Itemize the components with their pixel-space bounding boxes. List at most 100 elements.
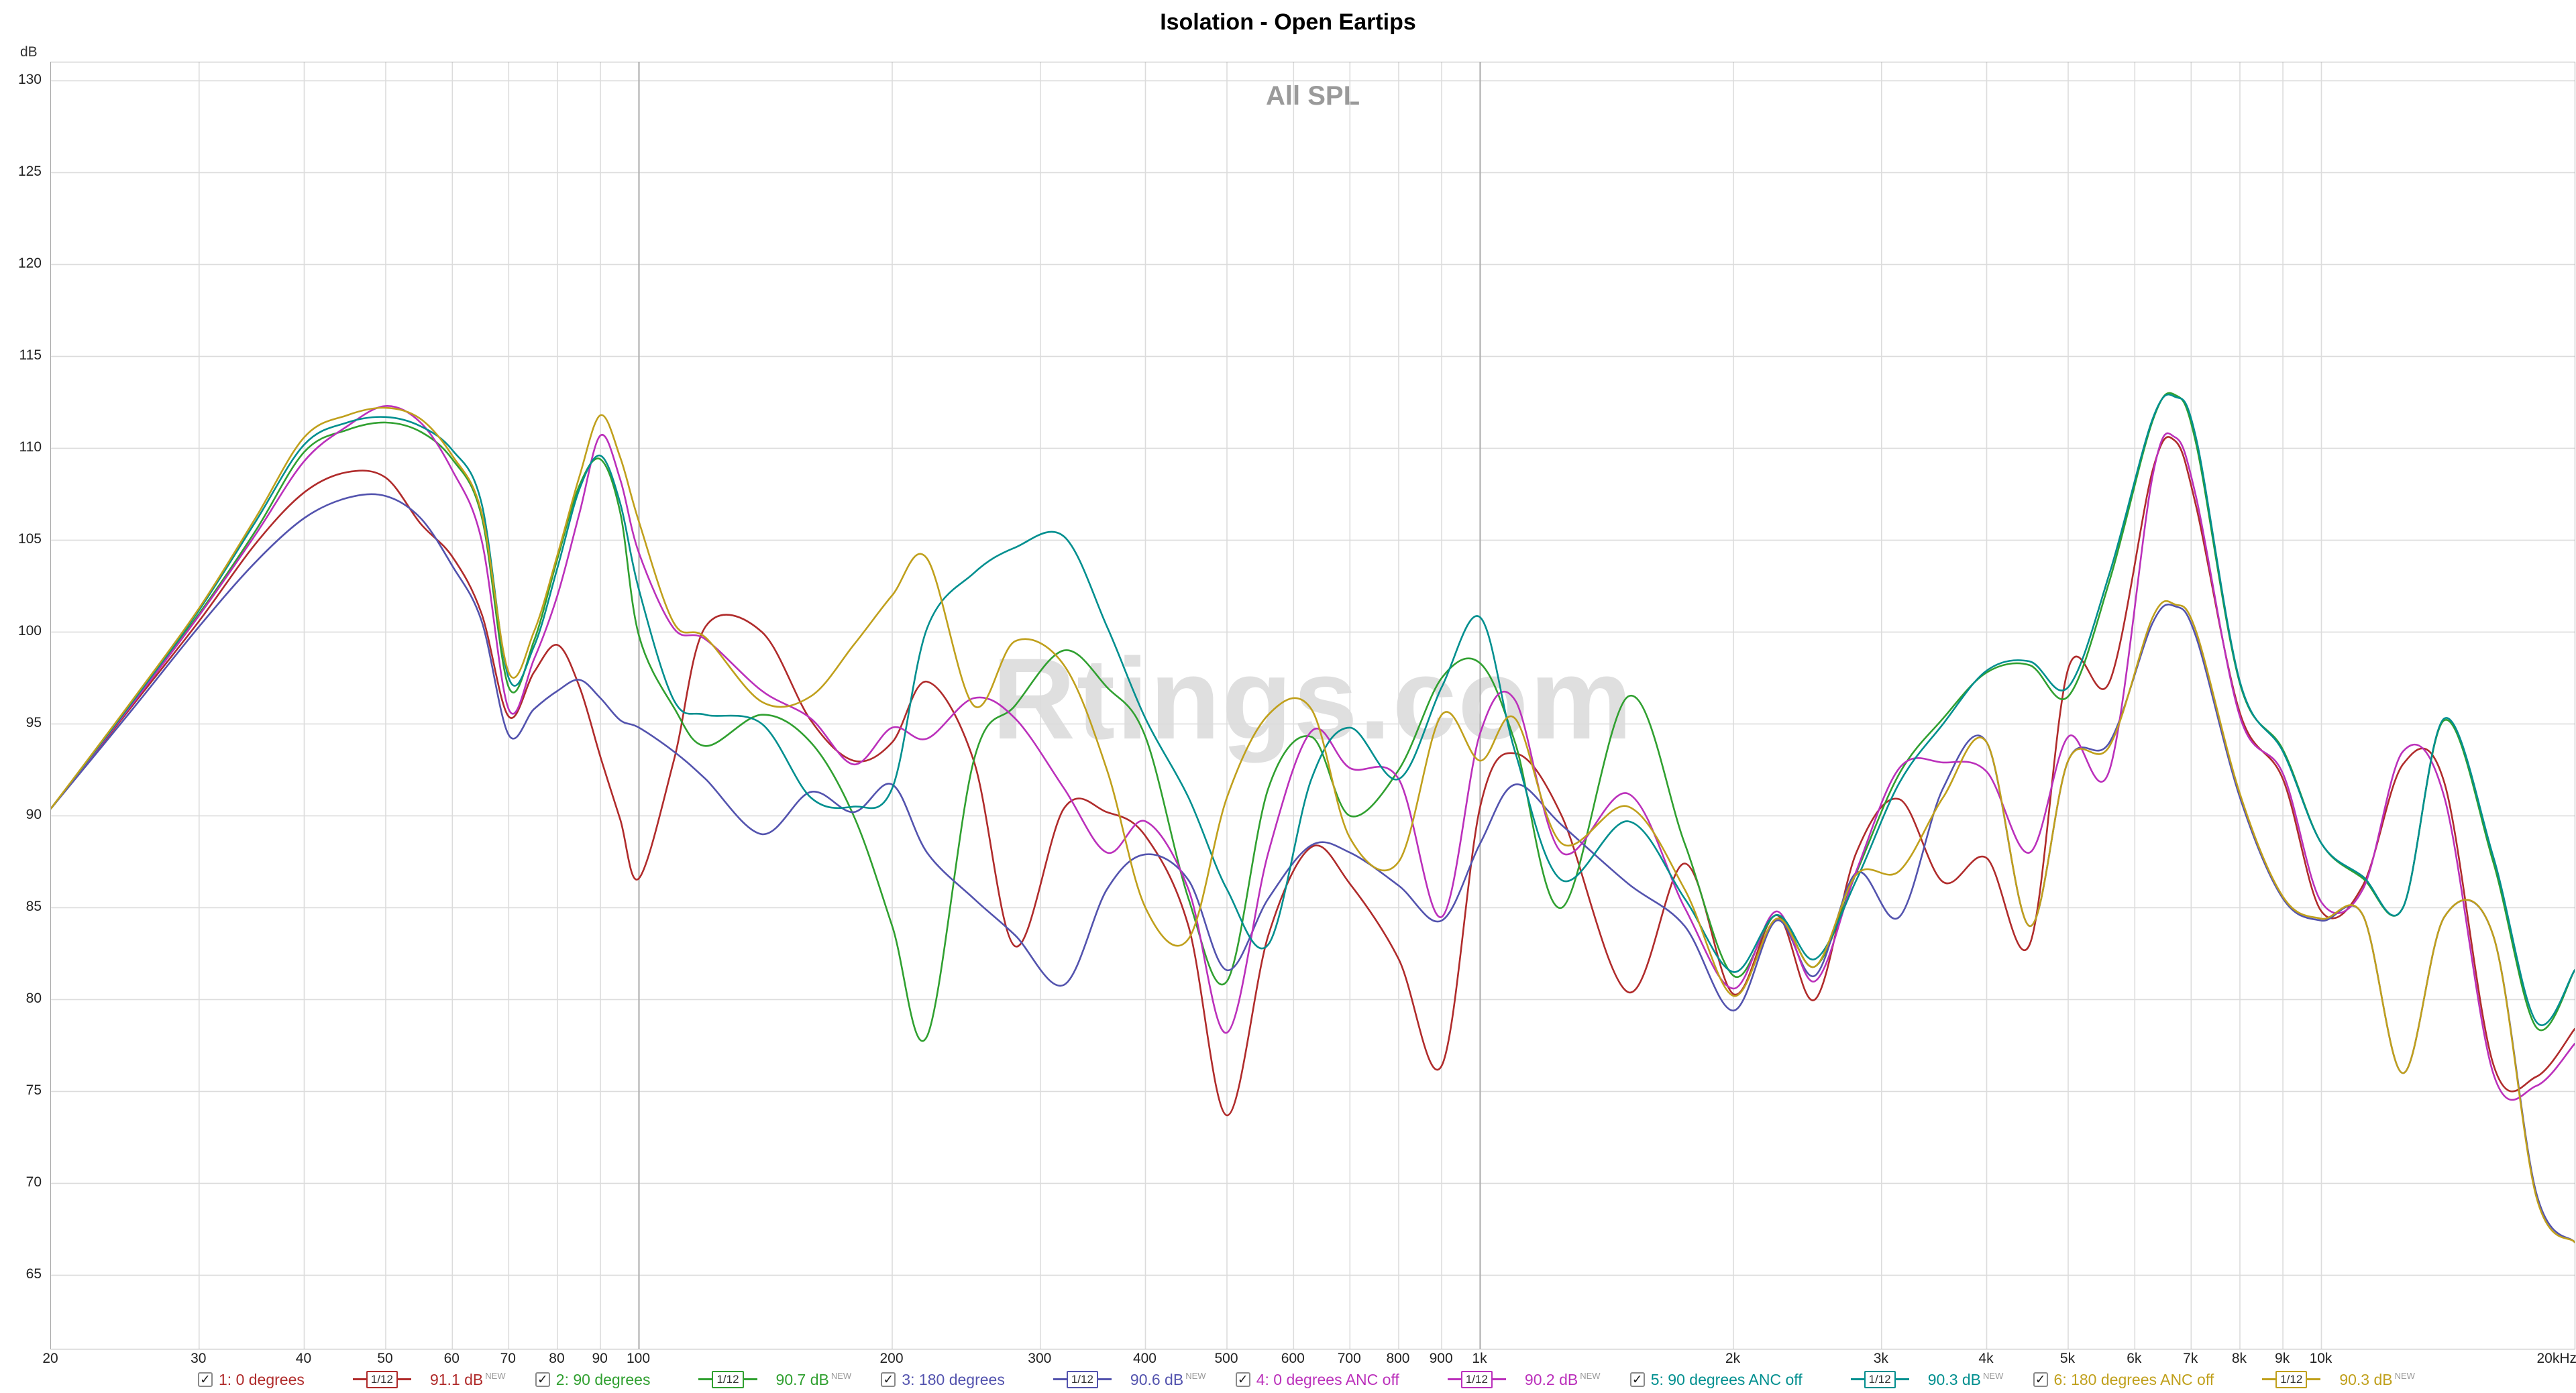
checkmark-icon: ✓ <box>883 1372 894 1387</box>
trace-line-sample <box>2262 1378 2276 1381</box>
legend-item-1: ✓ 1: 0 degrees 1/12 91.1 dB NEW <box>198 1371 506 1389</box>
series-1-smoothing-chip[interactable]: 1/12 <box>352 1371 411 1388</box>
trace-line-sample <box>2307 1378 2321 1381</box>
smoothing-value: 1/12 <box>712 1371 744 1388</box>
x-tick-label: 90 <box>592 1351 608 1366</box>
y-tick-label: 95 <box>25 715 42 731</box>
x-tick-label: 50 <box>377 1351 393 1366</box>
series-5-spl-value: 90.3 dB NEW <box>1928 1371 2004 1389</box>
x-tick-label: 3k <box>1873 1351 1888 1366</box>
y-axis-unit-label: dB <box>20 44 38 60</box>
x-tick-label: 100 <box>626 1351 651 1366</box>
checkmark-icon: ✓ <box>1237 1372 1248 1387</box>
series-2-visibility-checkbox[interactable]: ✓ <box>535 1372 550 1387</box>
series-1-label[interactable]: 1: 0 degrees <box>219 1370 305 1388</box>
x-tick-label: 600 <box>1281 1351 1305 1366</box>
trace-series-2[interactable] <box>51 392 2575 1042</box>
trace-series-1[interactable] <box>51 436 2575 1117</box>
series-6-spl-value: 90.3 dB NEW <box>2339 1371 2415 1389</box>
y-tick-label: 80 <box>25 991 42 1007</box>
plot-overlay-title: All SPL <box>1265 81 1360 111</box>
series-3-label[interactable]: 3: 180 degrees <box>902 1370 1005 1388</box>
series-3-visibility-checkbox[interactable]: ✓ <box>881 1372 896 1387</box>
y-tick-label: 110 <box>19 439 42 455</box>
series-3-spl-value: 90.6 dB NEW <box>1130 1371 1206 1389</box>
series-1-visibility-checkbox[interactable]: ✓ <box>198 1372 213 1387</box>
series-3-smoothing-chip[interactable]: 1/12 <box>1053 1371 1112 1388</box>
new-badge: NEW <box>1983 1370 2004 1381</box>
trace-line-sample <box>397 1378 411 1381</box>
series-5-label[interactable]: 5: 90 degrees ANC off <box>1650 1370 1803 1388</box>
x-tick-label: 2k <box>1725 1351 1741 1366</box>
smoothing-value: 1/12 <box>1864 1371 1896 1388</box>
spl-value-text: 90.3 dB <box>1927 1370 1982 1388</box>
x-tick-label: 60 <box>443 1351 460 1366</box>
y-tick-label: 70 <box>25 1174 42 1190</box>
x-tick-label: 700 <box>1337 1351 1361 1366</box>
y-tick-label: 75 <box>25 1082 42 1099</box>
frequency-response-plot[interactable] <box>51 62 2575 1349</box>
trace-series-4[interactable] <box>51 405 2575 1101</box>
smoothing-value: 1/12 <box>2275 1371 2308 1388</box>
y-tick-label: 105 <box>17 531 42 547</box>
trace-line-sample <box>1850 1378 1864 1381</box>
x-tick-label: 70 <box>500 1351 516 1366</box>
y-tick-label: 125 <box>17 164 42 180</box>
series-2-spl-value: 90.7 dB NEW <box>776 1371 852 1389</box>
new-badge: NEW <box>1580 1370 1601 1381</box>
trace-line-sample <box>1053 1378 1067 1381</box>
x-tick-label: 20 <box>42 1351 58 1366</box>
series-6-visibility-checkbox[interactable]: ✓ <box>2033 1372 2048 1387</box>
series-2-label[interactable]: 2: 90 degrees <box>555 1370 651 1388</box>
series-4-visibility-checkbox[interactable]: ✓ <box>1235 1372 1250 1387</box>
series-6-smoothing-chip[interactable]: 1/12 <box>2262 1371 2321 1388</box>
y-axis-tick-labels: 130 125 120 115 110 105 100 95 90 85 80 75 70 65 <box>0 62 44 1348</box>
y-tick-label: 115 <box>19 347 42 364</box>
x-tick-label: 80 <box>549 1351 565 1366</box>
series-4-label[interactable]: 4: 0 degrees ANC off <box>1256 1370 1399 1388</box>
spl-value-text: 91.1 dB <box>429 1370 484 1388</box>
trace-line-sample <box>1492 1378 1506 1381</box>
smoothing-value: 1/12 <box>1066 1371 1098 1388</box>
x-tick-label: 900 <box>1429 1351 1453 1366</box>
x-tick-label: 800 <box>1386 1351 1410 1366</box>
series-5-smoothing-chip[interactable]: 1/12 <box>1850 1371 1909 1388</box>
trace-line-sample <box>1895 1378 1909 1381</box>
trace-series-5[interactable] <box>51 393 2575 1026</box>
trace-line-sample <box>1447 1378 1461 1381</box>
series-6-label[interactable]: 6: 180 degrees ANC off <box>2053 1370 2214 1388</box>
x-tick-label: 8k <box>2231 1351 2247 1366</box>
legend-bar: ✓ 1: 0 degrees 1/12 91.1 dB NEW ✓ 2: 90 d… <box>198 1368 2415 1391</box>
new-badge: NEW <box>830 1370 852 1381</box>
y-tick-label: 90 <box>25 807 42 823</box>
y-tick-label: 100 <box>17 623 42 639</box>
smoothing-value: 1/12 <box>1460 1371 1493 1388</box>
smoothing-value: 1/12 <box>366 1371 398 1388</box>
x-tick-label: 4k <box>1978 1351 1994 1366</box>
checkmark-icon: ✓ <box>200 1372 211 1387</box>
x-tick-label: 1k <box>1472 1351 1487 1366</box>
trace-series-3[interactable] <box>51 493 2575 1243</box>
legend-item-5: ✓ 5: 90 degrees ANC off 1/12 90.3 dB NEW <box>1629 1370 2004 1389</box>
checkmark-icon: ✓ <box>1631 1372 1643 1387</box>
page-title: Isolation - Open Eartips <box>1160 9 1416 35</box>
x-tick-label: 30 <box>191 1351 207 1366</box>
trace-line-sample <box>698 1378 712 1381</box>
series-4-smoothing-chip[interactable]: 1/12 <box>1447 1371 1506 1388</box>
spl-value-text: 90.6 dB <box>1130 1370 1184 1388</box>
trace-line-sample <box>1097 1378 1112 1381</box>
series-2-smoothing-chip[interactable]: 1/12 <box>698 1371 757 1388</box>
y-tick-label: 120 <box>17 256 42 272</box>
series-5-visibility-checkbox[interactable]: ✓ <box>1629 1372 1645 1387</box>
legend-item-2: ✓ 2: 90 degrees 1/12 90.7 dB NEW <box>535 1371 851 1389</box>
new-badge: NEW <box>1185 1370 1206 1381</box>
y-tick-label: 85 <box>25 899 42 915</box>
x-tick-label: 7k <box>2183 1351 2198 1366</box>
spl-value-text: 90.2 dB <box>1524 1370 1578 1388</box>
x-tick-label: 10k <box>2309 1351 2332 1366</box>
x-tick-label: 6k <box>2127 1351 2142 1366</box>
x-tick-label: 400 <box>1132 1351 1157 1366</box>
x-axis-tick-labels: 20 30 40 50 60 70 80 90 100 200 300 400 500 600 700 800… <box>42 1351 2576 1368</box>
new-badge: NEW <box>2394 1370 2415 1381</box>
trace-series-6[interactable] <box>51 406 2575 1243</box>
